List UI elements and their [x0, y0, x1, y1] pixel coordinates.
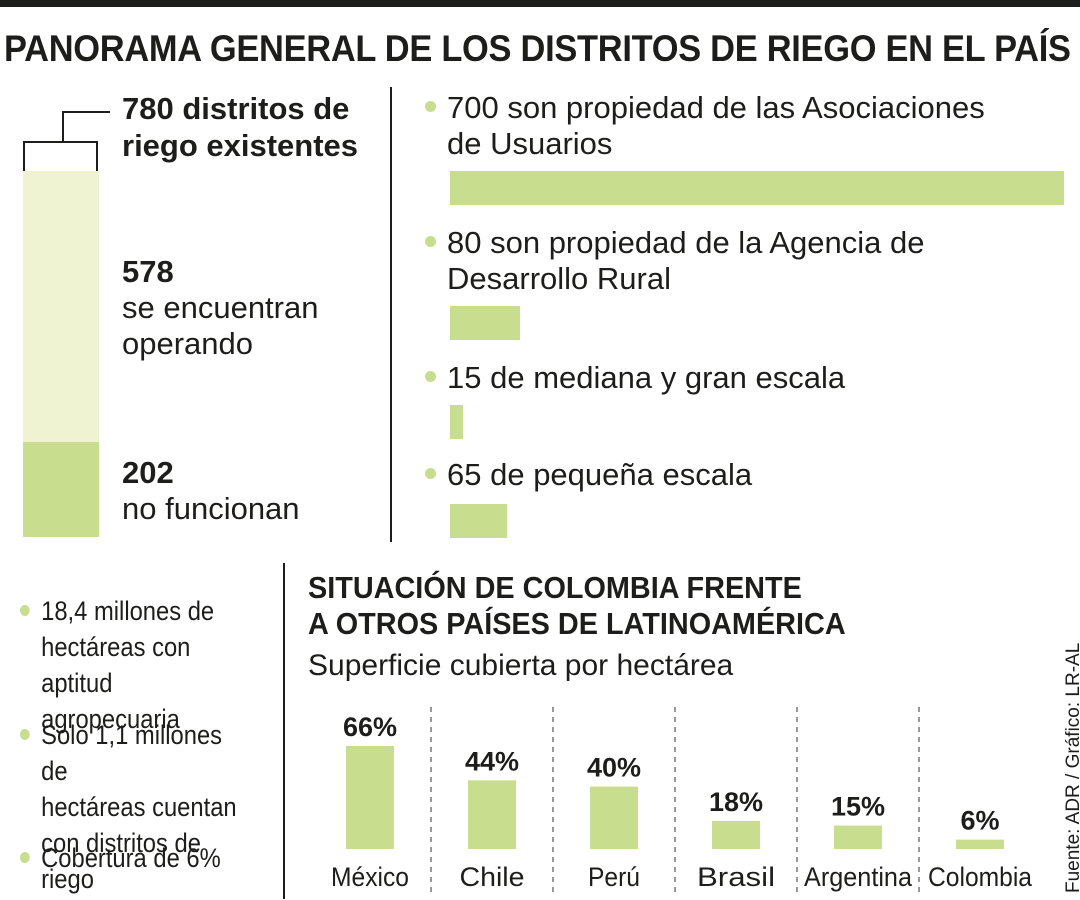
bracket-top	[23, 141, 98, 143]
fact-suitable-land: 18,4 millones de hectáreas con aptitud a…	[20, 593, 249, 737]
total-label-line1: 780 distritos de	[122, 91, 350, 126]
value-label-colombia: 6%	[960, 806, 999, 836]
value-label-brasil: 18%	[709, 787, 763, 817]
bar-brasil	[712, 820, 760, 849]
bar-colombia	[956, 839, 1004, 849]
value-label-méxico: 66%	[343, 712, 397, 742]
fact-line: hectáreas con aptitud	[41, 632, 191, 698]
ownership-bar-associations	[450, 171, 1064, 205]
ownership-bar-adr	[450, 306, 521, 340]
fact-irrigated-land: Solo 1,1 millones de hectáreas cuentan c…	[20, 717, 249, 897]
fact-line: Cobertura de 6%	[41, 843, 221, 873]
ownership-line1: 15 de mediana y gran escala	[447, 360, 846, 395]
comparison-subtitle: Superficie cubierta por hectárea	[308, 649, 734, 682]
ownership-line1: 65 de pequeña escala	[447, 457, 753, 492]
fact-line: 18,4 millones de	[41, 596, 215, 626]
category-label-chile: Chile	[460, 862, 525, 892]
category-label-perú: Perú	[588, 862, 640, 892]
category-label-méxico: México	[331, 862, 409, 892]
total-districts-label: 780 distritos de riego existentes	[122, 90, 382, 164]
bar-argentina	[834, 825, 882, 849]
value-label-argentina: 15%	[831, 792, 885, 822]
category-label-brasil: Brasil	[697, 862, 775, 892]
top-rule	[0, 0, 1080, 7]
value-label-perú: 40%	[587, 753, 641, 783]
idle-block: 202 no funcionan	[122, 455, 382, 527]
ownership-line2: de Usuarios	[447, 126, 613, 161]
value-label-chile: 44%	[465, 746, 519, 776]
bullet-icon	[425, 101, 436, 112]
operating-segment	[23, 171, 99, 442]
ownership-bar-small	[450, 504, 507, 538]
bar-perú	[590, 786, 638, 849]
bracket-connector-vertical	[62, 111, 64, 142]
column-divider	[390, 87, 392, 542]
bullet-icon	[425, 371, 436, 382]
operating-line2: operando	[122, 326, 254, 361]
fact-coverage: Cobertura de 6%	[20, 840, 249, 876]
ownership-line2: Desarrollo Rural	[447, 261, 671, 296]
comparison-title-line1: SITUACIÓN DE COLOMBIA FRENTE	[308, 570, 802, 605]
ownership-line1: 700 son propiedad de las Asociaciones	[447, 90, 985, 125]
fact-line: hectáreas cuentan	[41, 792, 237, 822]
operating-value: 578	[122, 254, 174, 289]
fact-line: con distritos de riego	[41, 828, 201, 894]
ownership-bar-medium-large	[450, 405, 464, 439]
ownership-label-small: 65 de pequeña escala	[425, 457, 1065, 493]
comparison-title: SITUACIÓN DE COLOMBIA FRENTE A OTROS PAÍ…	[308, 570, 959, 642]
bullet-icon	[20, 729, 30, 740]
ownership-label-associations: 700 son propiedad de las Asociaciones de…	[425, 90, 1065, 162]
bracket-left	[23, 141, 25, 171]
bracket-right	[96, 141, 98, 171]
idle-value: 202	[122, 455, 174, 490]
ownership-label-adr: 80 son propiedad de la Agencia de Desarr…	[425, 225, 1065, 297]
main-title: PANORAMA GENERAL DE LOS DISTRITOS DE RIE…	[4, 28, 1071, 69]
bullet-icon	[20, 605, 30, 616]
category-label-colombia: Colombia	[928, 862, 1033, 892]
total-label-line2: riego existentes	[122, 128, 359, 163]
bar-méxico	[346, 746, 394, 849]
ownership-line1: 80 son propiedad de la Agencia de	[447, 225, 925, 260]
operating-block: 578 se encuentran operando	[122, 254, 382, 362]
bracket-connector	[62, 111, 110, 113]
bullet-icon	[425, 468, 436, 479]
idle-line1: no funcionan	[122, 491, 300, 526]
source-credit: Fuente: ADR / Gráfico: LR-AL	[1063, 642, 1080, 893]
idle-segment	[23, 442, 99, 537]
ownership-label-medium-large: 15 de mediana y gran escala	[425, 360, 1065, 396]
category-label-argentina: Argentina	[804, 862, 913, 892]
bullet-icon	[20, 852, 30, 863]
fact-line: agropecuaria	[41, 704, 180, 734]
comparison-title-line2: A OTROS PAÍSES DE LATINOAMÉRICA	[308, 606, 846, 641]
bullet-icon	[425, 236, 436, 247]
section-divider	[283, 563, 285, 899]
operating-line1: se encuentran	[122, 290, 319, 325]
fact-line: Solo 1,1 millones de	[41, 720, 223, 786]
bar-chile	[468, 780, 516, 849]
